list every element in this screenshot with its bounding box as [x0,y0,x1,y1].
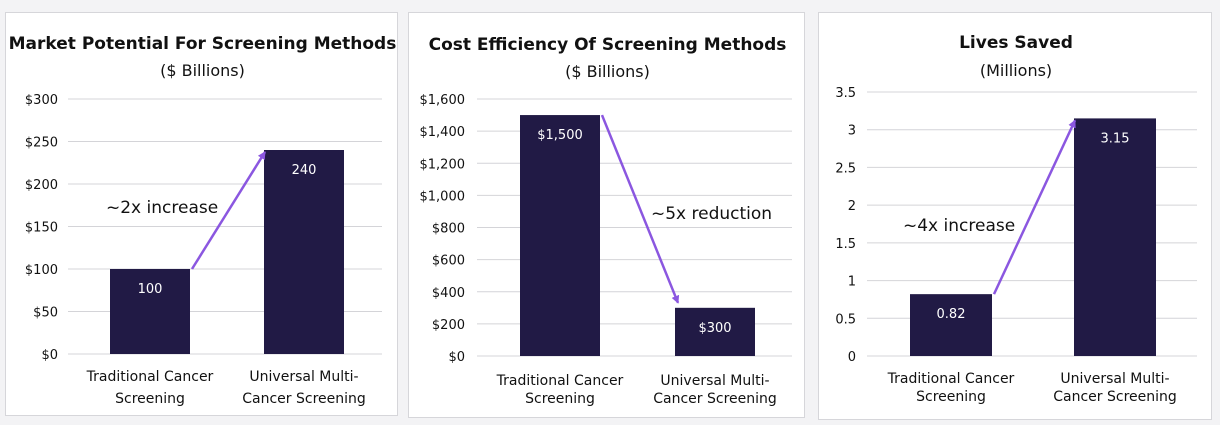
cost-efficiency-chart-panel: Cost Efficiency Of Screening Methods ($ B… [408,12,805,418]
market-potential-chart-panel: Market Potential For Screening Methods ($… [5,12,398,416]
category-label: Screening [916,389,986,405]
bar [264,150,344,354]
y-tick-label: $200 [432,318,465,333]
y-tick-label: $300 [25,93,58,108]
bar-value-label: 240 [292,163,317,178]
lives-saved-chart: Lives Saved (Millions) 0 0.5 1 1.5 2 2.5 3 3.5 0.8… [835,33,1197,405]
y-tick-label: 3.5 [835,86,856,101]
bar [520,115,600,356]
y-tick-label: 1.5 [835,237,856,252]
y-tick-label: $1,200 [420,157,466,172]
market-potential-chart-subtitle: ($ Billions) [160,61,245,80]
bar-value-label: $300 [698,321,731,336]
y-tick-label: $100 [25,263,58,278]
y-tick-label: $250 [25,136,58,151]
category-label: Universal Multi- [1060,371,1169,387]
trend-arrow [600,114,680,304]
cost-efficiency-chart: Cost Efficiency Of Screening Methods ($ B… [420,35,792,407]
y-tick-label: $150 [25,221,58,236]
cost-efficiency-annotation: ~5x reduction [651,204,772,224]
market-potential-chart: Market Potential For Screening Methods ($… [9,34,397,407]
y-tick-label: 0.5 [835,312,856,327]
trend-arrow [190,151,267,270]
category-label: Cancer Screening [1053,389,1177,405]
bar-value-label: 3.15 [1101,131,1130,146]
category-label: Universal Multi- [660,373,769,389]
lives-saved-chart-panel: Lives Saved (Millions) 0 0.5 1 1.5 2 2.5 3 3.5 0.8… [818,12,1212,420]
y-tick-label: $1,000 [420,189,466,204]
y-tick-label: 2 [848,199,856,214]
bar [110,269,190,354]
y-tick-label: 0 [848,350,856,365]
bar-value-label: $1,500 [537,128,583,143]
y-tick-label: 2.5 [835,161,856,176]
y-tick-label: $600 [432,254,465,269]
y-tick-label: $800 [432,222,465,237]
cost-efficiency-chart-subtitle: ($ Billions) [565,62,650,81]
category-label: Screening [525,391,595,407]
lives-saved-chart-subtitle: (Millions) [980,61,1052,80]
bar [1074,118,1156,357]
lives-saved-chart-title: Lives Saved [959,33,1073,53]
bar-value-label: 0.82 [937,307,966,322]
y-tick-label: $1,400 [420,125,466,140]
category-label: Traditional Cancer [496,373,624,389]
cost-efficiency-chart-title: Cost Efficiency Of Screening Methods [429,35,787,55]
market-potential-annotation: ~2x increase [106,198,218,218]
trend-arrow [992,119,1077,295]
y-tick-label: $200 [25,178,58,193]
category-label: Screening [115,391,185,407]
category-label: Cancer Screening [653,391,777,407]
category-label: Universal Multi- [249,369,358,385]
y-tick-label: $0 [448,350,465,365]
bar-value-label: 100 [138,282,163,297]
y-tick-label: $400 [432,286,465,301]
y-tick-label: $50 [33,306,58,321]
y-tick-label: $1,600 [420,93,466,108]
category-label: Cancer Screening [242,391,366,407]
y-tick-label: $0 [41,348,58,363]
lives-saved-annotation: ~4x increase [903,216,1015,236]
bar [675,307,755,356]
y-tick-label: 3 [848,124,856,139]
y-tick-label: 1 [848,275,856,290]
market-potential-chart-title: Market Potential For Screening Methods [9,34,397,54]
bar [910,294,992,356]
category-label: Traditional Cancer [86,369,214,385]
category-label: Traditional Cancer [887,371,1015,387]
